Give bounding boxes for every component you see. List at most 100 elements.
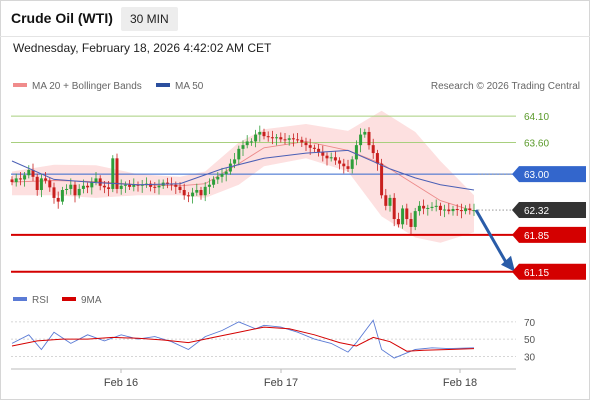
forecast-arrow-shaft (474, 209, 510, 267)
candle-body (254, 134, 258, 142)
rsi-ma-legend-label: 9MA (81, 295, 102, 306)
candle-body (228, 163, 232, 172)
candle-body (413, 211, 417, 227)
rsi-panel: 70 50 30 (11, 318, 536, 363)
chart-header: Crude Oil (WTI) 30 MIN (0, 0, 590, 38)
candle-body (245, 141, 249, 146)
rsi-tick-label: 30 (524, 352, 536, 363)
candle-body (203, 186, 207, 196)
candle-body (291, 138, 295, 140)
candle-body (375, 153, 379, 164)
candle-body (69, 184, 73, 189)
candle-body (388, 197, 392, 206)
candle-body (119, 185, 123, 189)
candle-body (354, 145, 358, 160)
candle-body (287, 138, 291, 140)
candle-body (409, 219, 413, 227)
rsi-ma-legend-swatch (62, 297, 76, 301)
rsi-tick-label: 50 (524, 335, 536, 346)
candle-body (65, 188, 69, 190)
ma50-line (11, 149, 475, 191)
candle-body (199, 190, 203, 196)
candle-body (233, 159, 237, 164)
candle-body (296, 139, 300, 141)
level-label-4: 61.85 (524, 231, 549, 242)
candle-body (77, 188, 81, 196)
candle-body (191, 192, 195, 197)
candle-body (455, 209, 459, 211)
candle-body (132, 184, 136, 187)
candle-body (430, 206, 434, 208)
candle-body (18, 178, 22, 180)
candle-body (52, 187, 56, 198)
candle-body (107, 187, 111, 189)
candle-body (128, 184, 132, 187)
candle-body (44, 178, 48, 181)
candle-body (123, 184, 127, 186)
candle-body (111, 158, 115, 189)
candle-body (60, 190, 64, 202)
candle-body (207, 184, 211, 187)
candle-body (422, 205, 426, 209)
rsi-legend-label: RSI (32, 295, 49, 306)
candle-body (338, 160, 342, 164)
bollinger-legend-label: MA 20 + Bollinger Bands (32, 81, 142, 92)
candle-body (468, 208, 472, 211)
candle-body (438, 205, 442, 211)
candle-body (94, 178, 98, 183)
candle-body (363, 131, 367, 135)
candle-body (157, 185, 161, 188)
candle-body (325, 155, 329, 159)
candle-body (90, 182, 94, 188)
candle-body (174, 184, 178, 187)
candle-body (333, 157, 337, 161)
candle-body (342, 163, 346, 167)
candle-body (396, 219, 400, 225)
candle-body (115, 158, 119, 189)
candle-body (350, 159, 354, 169)
rsi-line (11, 319, 475, 359)
rsi-tick-label: 70 (524, 318, 536, 329)
candle-body (371, 145, 375, 154)
x-tick-label: Feb 17 (264, 377, 298, 389)
candle-body (279, 137, 283, 140)
candle-body (14, 178, 18, 183)
candle-body (346, 166, 350, 169)
header-divider (0, 36, 590, 37)
level-tag-5 (512, 263, 586, 280)
candle-body (56, 197, 60, 202)
candle-body (98, 178, 102, 186)
bollinger-band-area (12, 110, 474, 243)
candle-body (367, 131, 371, 146)
candle-body (447, 209, 451, 212)
candle-body (317, 148, 321, 152)
level-label-3: 62.32 (524, 206, 549, 217)
candle-body (321, 152, 325, 156)
rsi-legend-swatch (13, 297, 27, 301)
candle-body (380, 163, 384, 196)
bollinger-legend-swatch (13, 83, 27, 87)
candle-body (308, 145, 312, 148)
ma50-legend-swatch (156, 83, 170, 87)
candle-body (434, 205, 438, 207)
candles (10, 125, 476, 235)
candle-body (384, 195, 388, 206)
candle-body (300, 139, 304, 143)
candle-body (102, 185, 106, 188)
ma50-legend-label: MA 50 (175, 81, 204, 92)
level-tag-3 (512, 202, 586, 219)
time-axis: Feb 16 Feb 17 Feb 18 (11, 368, 516, 389)
candle-body (140, 184, 144, 186)
candle-body (359, 134, 363, 146)
x-tick-label: Feb 18 (443, 377, 477, 389)
candle-body (401, 208, 405, 225)
candle-body (417, 205, 421, 212)
candle-body (312, 147, 316, 149)
timeframe-button[interactable]: 30 MIN (121, 7, 178, 31)
candle-body (258, 131, 262, 135)
candle-body (149, 183, 153, 187)
candle-body (405, 208, 409, 220)
candle-body (270, 137, 274, 139)
candle-body (153, 186, 157, 188)
